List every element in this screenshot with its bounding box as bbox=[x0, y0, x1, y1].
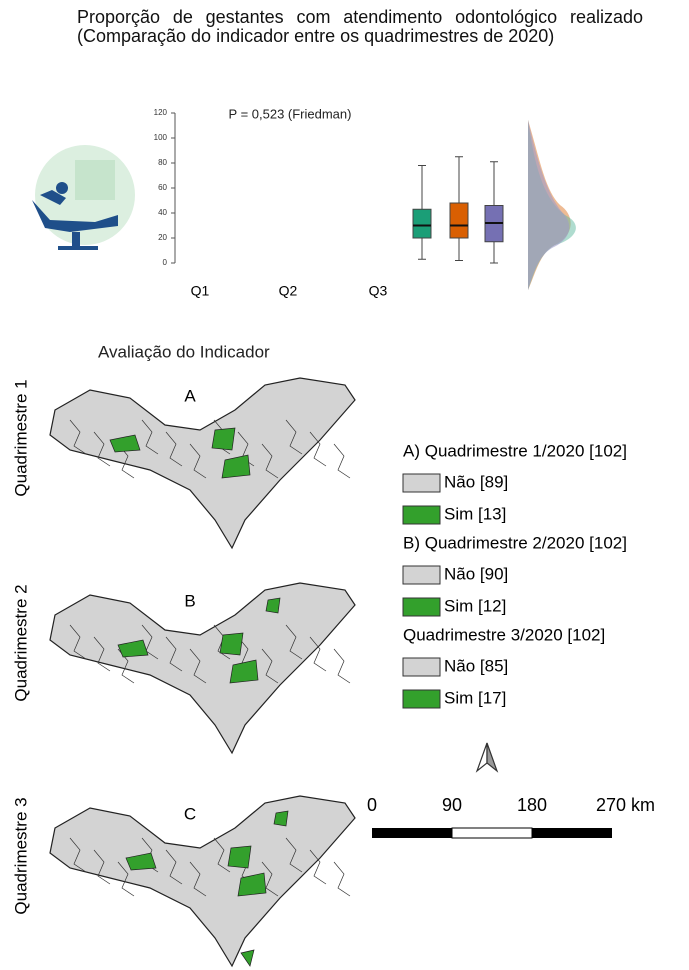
municipality-border bbox=[333, 648, 351, 684]
municipality-sim bbox=[117, 639, 149, 658]
map-region bbox=[49, 377, 356, 550]
scale-label: 180 bbox=[517, 795, 547, 815]
municipality-border bbox=[189, 443, 207, 479]
legend-title: B) Quadrimestre 2/2020 [102] bbox=[403, 533, 627, 552]
municipality-sim bbox=[211, 427, 236, 451]
municipality-sim bbox=[109, 434, 141, 453]
legend-label: Sim [13] bbox=[444, 504, 506, 523]
maps-title: Avaliação do Indicador bbox=[98, 342, 270, 361]
municipality-border bbox=[309, 431, 327, 467]
density bbox=[528, 120, 576, 290]
row-label: Quadrimestre 2 bbox=[11, 584, 30, 701]
municipality-sim bbox=[273, 810, 289, 827]
panel-letter: A bbox=[184, 386, 196, 405]
map-region bbox=[49, 795, 356, 968]
scale-label: 270 km bbox=[596, 795, 655, 815]
legend-swatch bbox=[402, 565, 441, 585]
municipality-border bbox=[141, 419, 159, 455]
municipality-border bbox=[213, 624, 231, 660]
municipality-border bbox=[261, 861, 279, 897]
municipality-sim bbox=[265, 597, 281, 614]
x-tick-label: Q3 bbox=[369, 283, 388, 299]
legend-label: Sim [17] bbox=[444, 688, 506, 707]
municipality-border bbox=[213, 837, 231, 873]
dental-icon bbox=[32, 145, 135, 250]
scale-label: 90 bbox=[442, 795, 462, 815]
legend-label: Não [85] bbox=[444, 656, 508, 675]
municipality-border bbox=[69, 419, 87, 455]
y-tick-label: 40 bbox=[158, 208, 167, 217]
municipality-sim bbox=[229, 659, 259, 684]
legend-swatch bbox=[402, 657, 441, 677]
municipality-border bbox=[309, 849, 327, 885]
municipality-border bbox=[165, 636, 183, 672]
scale-label: 0 bbox=[367, 795, 377, 815]
legend-swatch bbox=[402, 505, 441, 525]
legend-swatch bbox=[402, 689, 441, 709]
north-arrow bbox=[486, 742, 499, 773]
municipality-border bbox=[309, 636, 327, 672]
legend-label: Sim [12] bbox=[444, 596, 506, 615]
title: Proporção de gestantes com atendimento o… bbox=[77, 7, 643, 46]
panel-letter: B bbox=[184, 591, 195, 610]
municipality-border bbox=[285, 837, 303, 873]
panel-letter: C bbox=[184, 804, 196, 823]
scale-segment bbox=[532, 828, 612, 838]
municipality-border bbox=[261, 443, 279, 479]
scale-segment bbox=[451, 827, 533, 839]
municipality-sim bbox=[219, 632, 244, 656]
legend-title: A) Quadrimestre 1/2020 [102] bbox=[403, 441, 627, 460]
legend-title: Quadrimestre 3/2020 [102] bbox=[403, 625, 605, 644]
municipality-border bbox=[93, 431, 111, 467]
north-arrow bbox=[475, 742, 488, 773]
y-tick-label: 60 bbox=[158, 183, 167, 192]
municipality-sim bbox=[227, 845, 252, 869]
y-tick-label: 80 bbox=[158, 158, 167, 167]
municipality-border bbox=[189, 648, 207, 684]
legend-label: Não [89] bbox=[444, 472, 508, 491]
municipality-border bbox=[333, 861, 351, 897]
municipality-border bbox=[165, 431, 183, 467]
municipality-sim bbox=[240, 949, 255, 967]
box bbox=[449, 202, 469, 239]
x-tick-label: Q2 bbox=[279, 283, 298, 299]
municipality-border bbox=[261, 648, 279, 684]
legend-swatch bbox=[402, 597, 441, 617]
municipality-sim bbox=[237, 872, 267, 897]
municipality-border bbox=[165, 849, 183, 885]
legend-swatch bbox=[402, 473, 441, 493]
municipality-border bbox=[117, 861, 135, 897]
y-tick-label: 0 bbox=[163, 258, 168, 267]
municipality-border bbox=[333, 443, 351, 479]
municipality-border bbox=[93, 849, 111, 885]
municipality-border bbox=[69, 624, 87, 660]
municipality-sim bbox=[125, 852, 157, 871]
row-label: Quadrimestre 3 bbox=[11, 797, 30, 914]
municipality-border bbox=[189, 861, 207, 897]
box bbox=[412, 208, 432, 239]
municipality-border bbox=[285, 419, 303, 455]
y-tick-label: 20 bbox=[158, 233, 167, 242]
scale-segment bbox=[372, 828, 452, 838]
x-tick-label: Q1 bbox=[191, 283, 210, 299]
municipality-border bbox=[285, 624, 303, 660]
municipality-border bbox=[141, 624, 159, 660]
maps bbox=[49, 377, 356, 968]
y-tick-label: 100 bbox=[154, 133, 168, 142]
map-region bbox=[49, 582, 356, 755]
municipality-sim bbox=[221, 454, 251, 479]
row-label: Quadrimestre 1 bbox=[11, 379, 30, 496]
municipality-border bbox=[69, 837, 87, 873]
y-tick-label: 120 bbox=[154, 108, 168, 117]
municipality-border bbox=[93, 636, 111, 672]
legend-label: Não [90] bbox=[444, 564, 508, 583]
annotation: P = 0,523 (Friedman) bbox=[229, 106, 352, 121]
